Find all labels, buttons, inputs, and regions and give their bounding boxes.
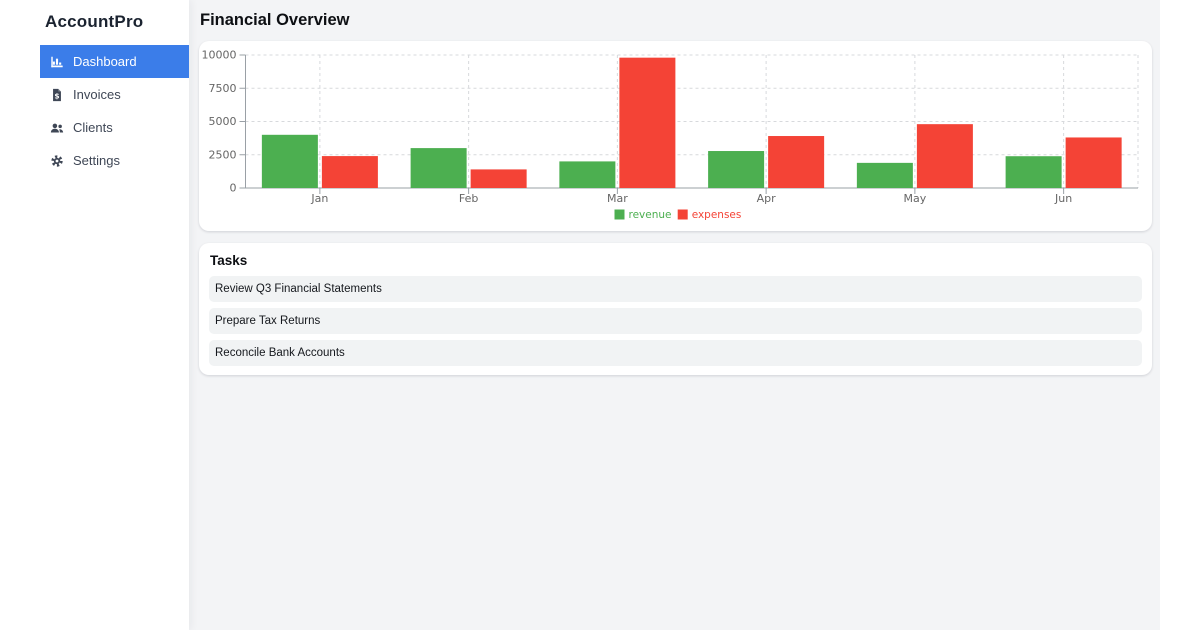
gear-icon: [50, 154, 64, 168]
svg-text:expenses: expenses: [692, 209, 742, 221]
svg-text:0: 0: [230, 182, 237, 195]
svg-text:2500: 2500: [209, 148, 237, 161]
svg-text:Jan: Jan: [310, 192, 328, 205]
sidebar-item-label: Clients: [73, 120, 113, 135]
svg-text:Apr: Apr: [757, 192, 777, 205]
svg-text:5000: 5000: [209, 115, 237, 128]
financial-chart-card: 0 2500 5000 7500 10000 Jan Feb Mar Apr May Jun reve…: [199, 41, 1152, 231]
tasks-title: Tasks: [210, 253, 248, 268]
sidebar-item-label: Settings: [73, 153, 120, 168]
sidebar-nav: Dashboard $ Invoices: [0, 45, 189, 177]
sidebar-item-dashboard[interactable]: Dashboard: [40, 45, 189, 78]
task-item[interactable]: Reconcile Bank Accounts: [209, 340, 1142, 366]
svg-text:$: $: [54, 91, 59, 100]
sidebar-item-settings[interactable]: Settings: [40, 144, 189, 177]
app-logo-title: AccountPro: [45, 12, 144, 31]
chart-bar-icon: [50, 55, 64, 69]
tasks-card: Tasks Review Q3 Financial Statements Pre…: [199, 243, 1152, 375]
bar-chart: 0 2500 5000 7500 10000 Jan Feb Mar Apr May Jun reve…: [202, 49, 1139, 221]
sidebar-item-clients[interactable]: Clients: [40, 111, 189, 144]
svg-text:Jun: Jun: [1054, 192, 1072, 205]
sidebar: AccountPro Dashboard: [0, 0, 189, 630]
svg-text:10000: 10000: [202, 49, 237, 62]
app-window: AccountPro Dashboard: [0, 0, 1160, 630]
main-content: Financial Overview 0 2500 5000 7500 10000 Jan…: [189, 0, 1160, 630]
svg-text:Mar: Mar: [607, 192, 628, 205]
svg-text:revenue: revenue: [629, 209, 672, 221]
sidebar-item-label: Invoices: [73, 87, 121, 102]
users-icon: [50, 121, 64, 135]
page-title: Financial Overview: [200, 11, 350, 29]
sidebar-item-invoices[interactable]: $ Invoices: [40, 78, 189, 111]
invoice-dollar-icon: $: [50, 88, 64, 102]
sidebar-item-label: Dashboard: [73, 54, 137, 69]
svg-text:May: May: [904, 192, 927, 205]
svg-text:7500: 7500: [209, 82, 237, 95]
task-item[interactable]: Prepare Tax Returns: [209, 308, 1142, 334]
svg-text:Feb: Feb: [459, 192, 478, 205]
task-item[interactable]: Review Q3 Financial Statements: [209, 276, 1142, 302]
